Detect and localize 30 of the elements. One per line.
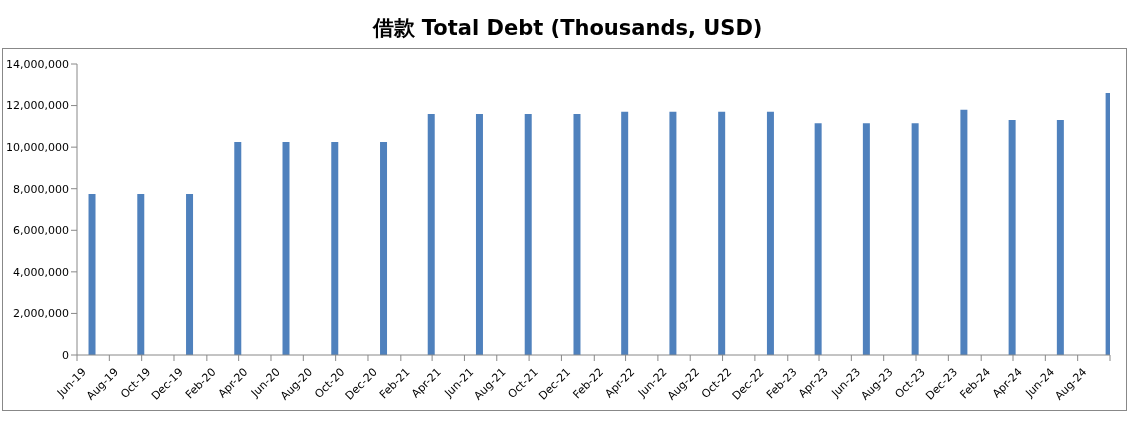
bar [88, 193, 96, 355]
y-tick-label: 10,000,000 [6, 141, 69, 155]
bar [766, 111, 774, 355]
bar [524, 113, 532, 355]
bar [669, 111, 677, 355]
bar [427, 113, 435, 355]
bar [862, 123, 870, 355]
bar [718, 111, 726, 355]
chart-title: 借款 Total Debt (Thousands, USD) [371, 15, 764, 42]
bar [234, 141, 242, 355]
y-tick-label: 4,000,000 [13, 265, 69, 279]
bar [186, 193, 194, 355]
bar [573, 113, 581, 355]
y-tick-label: 8,000,000 [13, 182, 69, 196]
bar [282, 141, 290, 355]
y-tick-label: 12,000,000 [6, 99, 69, 113]
bar [1056, 120, 1064, 355]
y-tick-label: 6,000,000 [13, 224, 69, 238]
bar [621, 111, 629, 355]
bar [331, 141, 339, 355]
bar [1008, 120, 1016, 355]
bar [137, 193, 145, 355]
bar [814, 123, 822, 355]
y-tick-label: 14,000,000 [6, 57, 69, 71]
bar [960, 109, 968, 355]
y-tick-label: 0 [62, 348, 69, 362]
bar [475, 113, 483, 355]
y-tick-label: 2,000,000 [13, 307, 69, 321]
bar [911, 123, 919, 355]
bar [380, 141, 388, 355]
